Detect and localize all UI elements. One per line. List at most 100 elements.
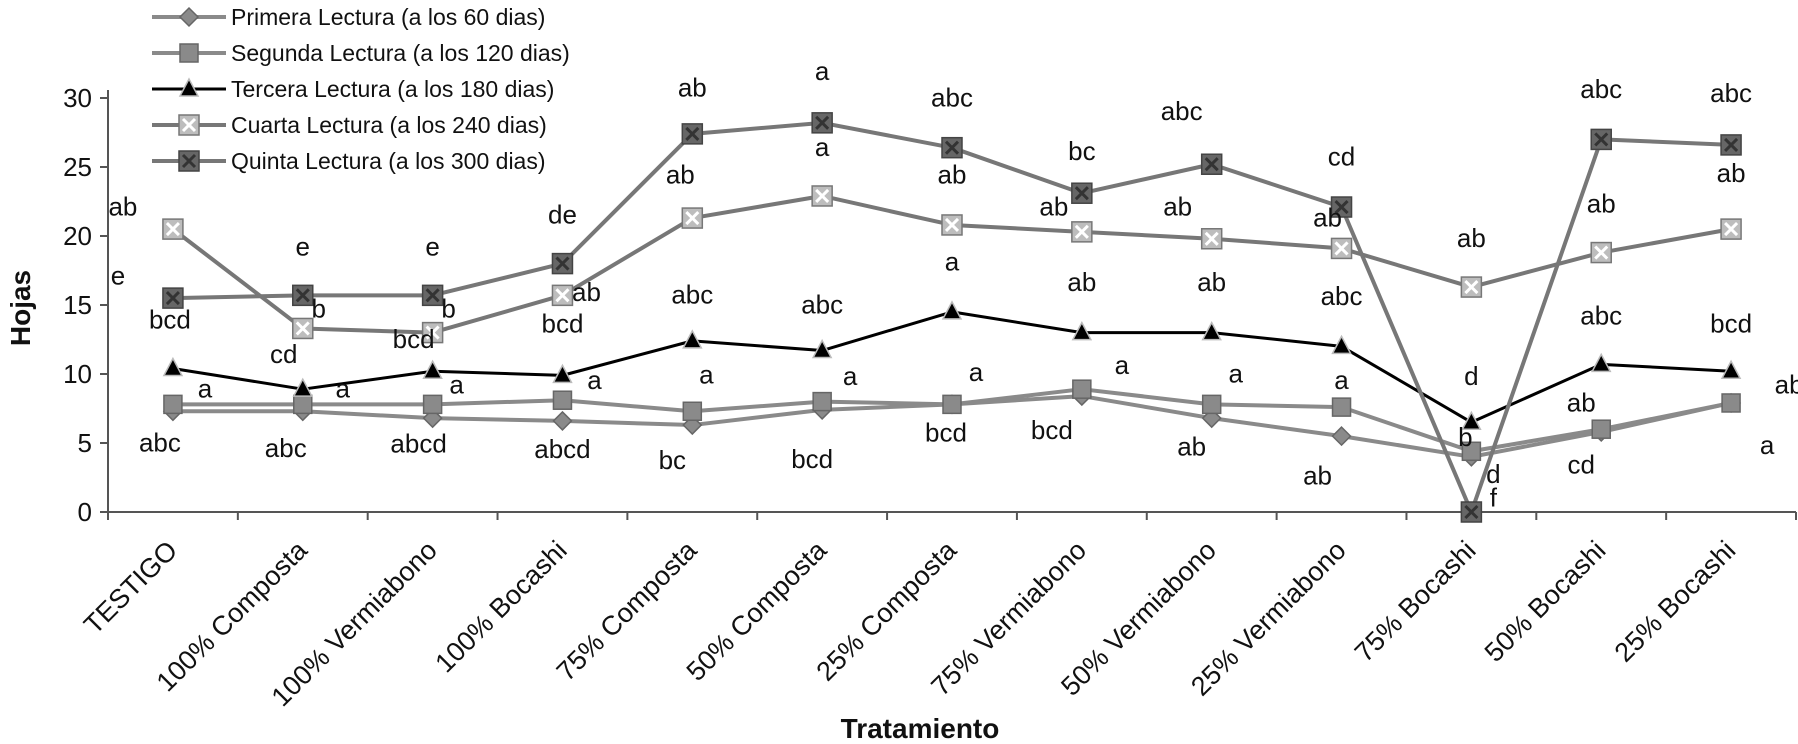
annotation-label: de — [548, 200, 577, 230]
annotation-label: abcd — [534, 434, 590, 464]
annotation-label: abc — [1580, 300, 1622, 330]
data-point — [552, 410, 573, 431]
data-point — [941, 300, 963, 320]
annotation-label: b — [312, 293, 326, 323]
annotation-label: abc — [1161, 96, 1203, 126]
x-tick-label: 50% Composta — [681, 534, 833, 686]
annotation-label: ab — [1775, 369, 1798, 399]
data-point — [421, 321, 444, 344]
data-point — [1331, 397, 1352, 417]
x-tick-label: TESTIGO — [78, 535, 183, 640]
data-point — [682, 329, 703, 349]
data-point — [551, 252, 574, 275]
annotation-label: bcd — [791, 444, 833, 474]
data-point — [1591, 419, 1611, 439]
annotation-label: e — [296, 231, 310, 261]
annotation-label: bcd — [393, 324, 435, 354]
data-point — [552, 363, 573, 384]
annotation-label: a — [815, 132, 830, 162]
annotation-label: bc — [1068, 136, 1095, 166]
x-tick-label: 50% Bocashi — [1479, 535, 1612, 668]
legend-label: Segunda Lectura (a los 120 dias) — [231, 40, 570, 66]
annotation-label: ab — [666, 160, 695, 190]
data-point — [1071, 221, 1093, 243]
annotation-label: abc — [931, 82, 973, 112]
data-point — [292, 284, 314, 307]
x-tick-label: 25% Composta — [810, 534, 962, 686]
series-4 — [162, 185, 1742, 344]
annotation-label: abc — [1321, 281, 1363, 311]
data-point — [421, 284, 444, 307]
data-point — [551, 284, 574, 307]
annotation-label: ab — [1567, 387, 1596, 417]
data-point — [1331, 426, 1352, 447]
data-point — [1590, 352, 1612, 373]
data-point — [1200, 228, 1223, 250]
annotation-label: abc — [801, 289, 843, 319]
x-axis-title: Tratamiento — [841, 713, 1000, 744]
data-point — [552, 390, 573, 410]
y-tick-label: 25 — [63, 152, 92, 182]
annotation-label: a — [843, 361, 858, 391]
legend-item: Cuarta Lectura (a los 240 dias) — [152, 112, 547, 138]
annotation-label: a — [449, 369, 464, 399]
data-point — [292, 317, 314, 340]
annotation-label: ab — [1587, 189, 1616, 219]
annotation-label: ab — [678, 73, 707, 103]
annotation-label: ab — [1717, 158, 1746, 188]
annotation-label: d — [1464, 361, 1478, 391]
y-tick-label: 10 — [63, 359, 92, 389]
data-point — [162, 356, 184, 377]
legend-marker — [178, 150, 200, 172]
annotation-label: abc — [671, 280, 713, 310]
y-tick-label: 20 — [63, 221, 92, 251]
x-tick-label: 75% Composta — [551, 534, 703, 686]
series-layer — [162, 112, 1742, 523]
legend-label: Primera Lectura (a los 60 dias) — [231, 4, 545, 30]
series-5 — [162, 112, 1742, 523]
annotation-label: a — [945, 247, 960, 277]
data-point — [942, 394, 962, 415]
annotation-label: bcd — [1031, 415, 1073, 445]
annotation-label: a — [1334, 365, 1349, 395]
data-point — [162, 218, 184, 240]
data-point — [941, 136, 963, 159]
annotation-label: b — [1458, 422, 1472, 452]
significance-annotations: abebcdaabcebcdaabcebbcdaabcddeabbcdaabcd… — [108, 56, 1798, 512]
data-point — [811, 338, 833, 359]
annotation-label: ab — [1177, 431, 1206, 461]
data-point — [1072, 379, 1092, 399]
data-point — [162, 287, 184, 309]
data-point — [1460, 276, 1483, 298]
data-point — [811, 185, 833, 207]
x-tick-label: 75% Bocashi — [1349, 535, 1482, 668]
annotation-label: cd — [270, 339, 297, 369]
annotation-label: f — [1490, 482, 1498, 512]
annotation-label: abc — [1580, 74, 1622, 104]
data-point — [1330, 237, 1353, 260]
legend-item: Quinta Lectura (a los 300 dias) — [152, 148, 546, 174]
data-point — [681, 207, 704, 229]
annotation-label: abc — [265, 433, 307, 463]
data-point — [1461, 410, 1482, 431]
annotation-label: cd — [1567, 449, 1594, 479]
legend-label: Cuarta Lectura (a los 240 dias) — [231, 112, 547, 138]
y-axis-ticks: 0 5 10 15 20 25 30 — [63, 83, 108, 527]
annotation-label: a — [815, 56, 830, 86]
annotation-label: abc — [1710, 78, 1752, 108]
x-tick-label: 100% Bocashi — [429, 535, 572, 678]
data-point — [1200, 153, 1223, 175]
data-point — [1720, 359, 1742, 379]
data-point — [1590, 241, 1612, 264]
data-point — [292, 377, 314, 397]
annotation-label: ab — [938, 160, 967, 190]
annotation-label: ab — [1197, 267, 1226, 297]
legend: Primera Lectura (a los 60 dias) Segunda L… — [140, 2, 610, 174]
data-point — [681, 123, 704, 145]
series-2 — [163, 379, 1741, 462]
annotation-label: ab — [572, 277, 601, 307]
annotation-label: abcd — [390, 429, 446, 459]
legend-marker — [178, 6, 200, 28]
